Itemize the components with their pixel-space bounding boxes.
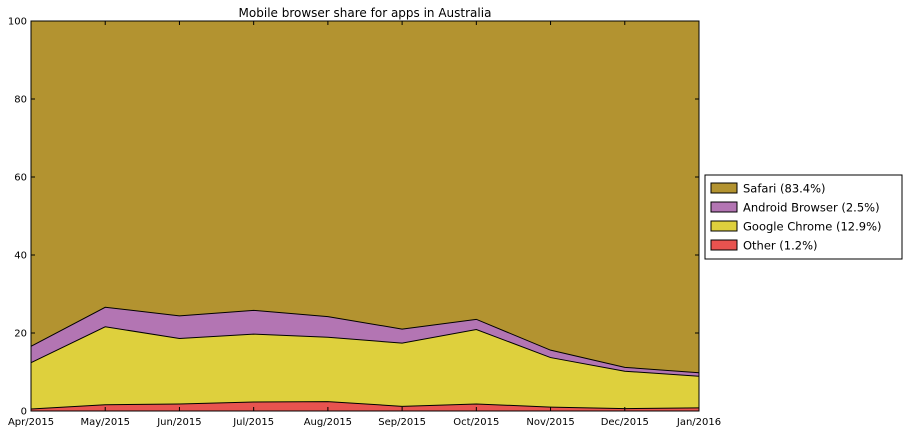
boundary-android-browser xyxy=(30,306,700,374)
legend-swatch-other xyxy=(710,239,738,251)
x-tick-label: Dec/2015 xyxy=(601,417,649,428)
x-tick-label: Aug/2015 xyxy=(304,417,352,428)
x-tick-label: May/2015 xyxy=(80,417,130,428)
y-axis: 0 20 40 60 80 100 xyxy=(8,17,699,418)
legend-swatch-safari xyxy=(710,182,738,194)
y-tick-label: 80 xyxy=(14,95,27,106)
y-tick-label: 20 xyxy=(14,329,27,340)
x-tick-label: Jul/2015 xyxy=(232,417,274,428)
legend: Safari (83.4%) Android Browser (2.5%) Goog… xyxy=(704,174,903,260)
x-tick-label: Nov/2015 xyxy=(526,417,574,428)
boundary-other xyxy=(30,401,700,410)
x-tick-label: Oct/2015 xyxy=(453,417,499,428)
y-tick-label: 40 xyxy=(14,251,27,262)
area-safari xyxy=(31,21,699,373)
area-google-chrome xyxy=(31,326,699,410)
x-tick-label: Jan/2016 xyxy=(676,417,721,428)
legend-label-android-browser: Android Browser (2.5%) xyxy=(743,201,880,215)
area-series-group xyxy=(31,21,699,411)
x-tick-label: Jun/2015 xyxy=(156,417,201,428)
x-tick-label: Apr/2015 xyxy=(8,417,54,428)
legend-swatch-google-chrome xyxy=(710,220,738,232)
area-android-browser xyxy=(31,307,699,377)
x-tick-label: Sep/2015 xyxy=(378,417,426,428)
legend-label-other: Other (1.2%) xyxy=(743,239,818,253)
y-tick-label: 0 xyxy=(21,407,27,418)
legend-box xyxy=(704,174,903,260)
y-tick-label: 60 xyxy=(14,173,27,184)
legend-label-google-chrome: Google Chrome (12.9%) xyxy=(743,220,881,234)
chart-title: Mobile browser share for apps in Austral… xyxy=(239,6,492,20)
plot-area-frame xyxy=(30,20,700,412)
boundary-google-chrome xyxy=(30,326,700,377)
x-axis: Apr/2015 May/2015 Jun/2015 Jul/2015 Aug/2015… xyxy=(8,21,721,428)
y-tick-label: 100 xyxy=(8,17,27,28)
legend-swatch-android-browser xyxy=(710,201,738,213)
legend-label-safari: Safari (83.4%) xyxy=(743,182,826,196)
series-boundary-lines xyxy=(30,306,700,410)
